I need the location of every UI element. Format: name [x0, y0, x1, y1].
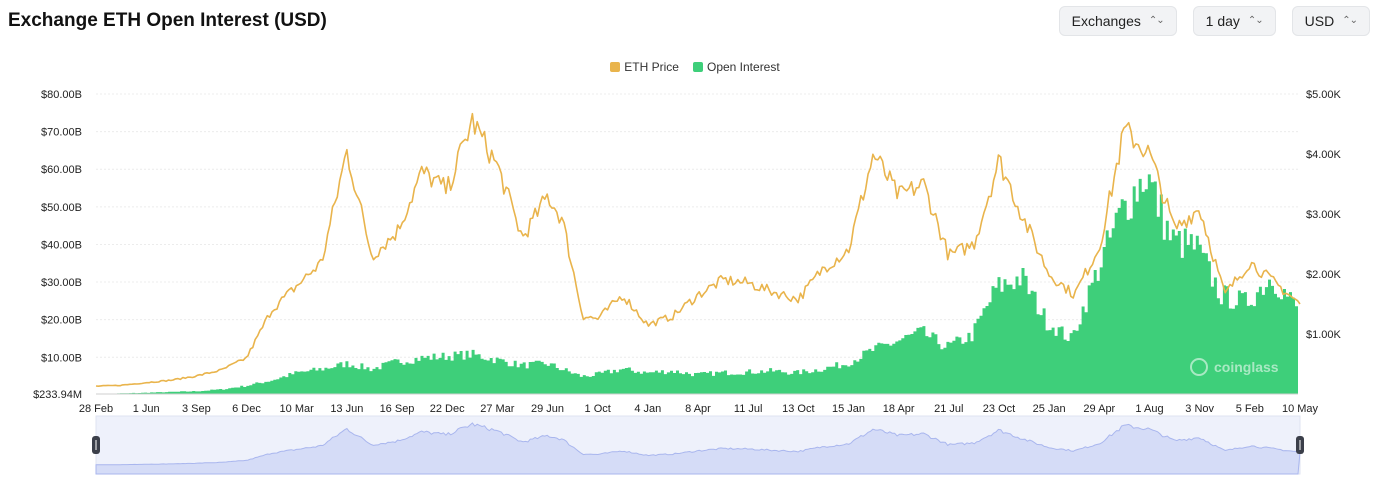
left-axis-tick-label: $10.00B [41, 352, 82, 364]
x-axis-tick-label: 6 Dec [232, 403, 261, 415]
legend-swatch-open-interest [692, 62, 703, 72]
coinglass-logo-icon [1190, 358, 1208, 376]
x-axis-tick-label: 3 Nov [1185, 403, 1214, 415]
x-axis-tick-label: 23 Oct [983, 403, 1015, 415]
legend-item-eth-price[interactable]: ETH Price [610, 60, 679, 74]
right-axis-tick-label: $3.00K [1306, 209, 1342, 221]
x-axis-tick-label: 1 Oct [585, 403, 611, 415]
x-axis-tick-label: 5 Feb [1236, 403, 1264, 415]
legend-label-open-interest: Open Interest [706, 60, 780, 74]
chevron-updown-icon: ⌃⌄ [1148, 15, 1165, 26]
open-interest-layer [96, 174, 1298, 394]
x-axis-tick-label: 18 Apr [883, 403, 915, 415]
left-axis-tick-label: $233.94M [33, 389, 82, 401]
x-axis-tick-label: 8 Apr [685, 403, 711, 415]
left-axis-tick-label: $20.00B [41, 315, 82, 327]
exchanges-select-label: Exchanges [1071, 13, 1141, 29]
x-axis-tick-label: 1 Jun [133, 403, 160, 415]
x-axis-tick-label: 16 Sep [380, 403, 415, 415]
x-axis-tick-label: 27 Mar [480, 403, 515, 415]
chevron-updown-icon: ⌃⌄ [1342, 15, 1358, 26]
legend-label-eth-price: ETH Price [624, 60, 679, 74]
left-axis-tick-label: $60.00B [41, 164, 82, 176]
navigator-area [95, 422, 1301, 475]
x-axis-tick-label: 3 Sep [182, 403, 211, 415]
x-axis-tick-label: 21 Jul [934, 403, 963, 415]
x-axis-tick-label: 10 May [1282, 403, 1319, 415]
page-title: Exchange ETH Open Interest (USD) [8, 10, 327, 31]
watermark: coinglass [1190, 358, 1279, 376]
chevron-updown-icon: ⌃⌄ [1247, 15, 1264, 26]
left-axis-tick-label: $50.00B [41, 202, 82, 214]
left-axis-tick-label: $40.00B [41, 239, 82, 251]
right-axis-tick-label: $2.00K [1306, 269, 1342, 281]
currency-select-label: USD [1304, 13, 1335, 29]
left-axis-tick-label: $80.00B [41, 89, 82, 101]
right-axis-tick-label: $5.00K [1306, 89, 1342, 101]
navigator [92, 415, 1304, 475]
interval-select-label: 1 day [1205, 13, 1240, 29]
open-interest-bars [96, 174, 1298, 394]
x-axis-tick-label: 11 Jul [734, 403, 763, 415]
x-axis-tick-label: 4 Jan [634, 403, 661, 415]
x-axis-tick-label: 15 Jan [832, 403, 865, 415]
currency-select[interactable]: USD ⌃⌄ [1291, 6, 1370, 36]
legend-swatch-eth-price [610, 62, 621, 72]
watermark-text: coinglass [1214, 359, 1279, 375]
right-axis-tick-label: $4.00K [1306, 149, 1342, 161]
x-axis-tick-label: 13 Oct [782, 403, 814, 415]
x-axis-tick-label: 25 Jan [1033, 403, 1066, 415]
x-axis-tick-label: 29 Jun [531, 403, 564, 415]
x-axis-tick-label: 28 Feb [79, 403, 113, 415]
x-axis-tick-label: 29 Apr [1083, 403, 1115, 415]
x-axis-tick-label: 10 Mar [280, 403, 315, 415]
exchanges-select[interactable]: Exchanges ⌃⌄ [1058, 6, 1177, 36]
eth-price-line [95, 112, 1301, 387]
x-axis-tick-label: 13 Jun [330, 403, 363, 415]
eth-price-layer [95, 112, 1301, 387]
x-axis-tick-label: 22 Dec [430, 403, 465, 415]
chart-controls: Exchanges ⌃⌄ 1 day ⌃⌄ USD ⌃⌄ [1058, 6, 1370, 36]
chart-legend: ETH Price Open Interest [0, 60, 1390, 74]
legend-item-open-interest[interactable]: Open Interest [692, 60, 780, 74]
left-axis-tick-label: $30.00B [41, 277, 82, 289]
axis-layer: $233.94M $10.00B $20.00B $30.00B $40.00B $50.… [33, 89, 1341, 415]
right-axis-tick-label: $1.00K [1306, 329, 1342, 341]
left-axis-tick-label: $70.00B [41, 127, 82, 139]
x-axis-tick-label: 1 Aug [1135, 403, 1163, 415]
interval-select[interactable]: 1 day ⌃⌄ [1192, 6, 1276, 36]
